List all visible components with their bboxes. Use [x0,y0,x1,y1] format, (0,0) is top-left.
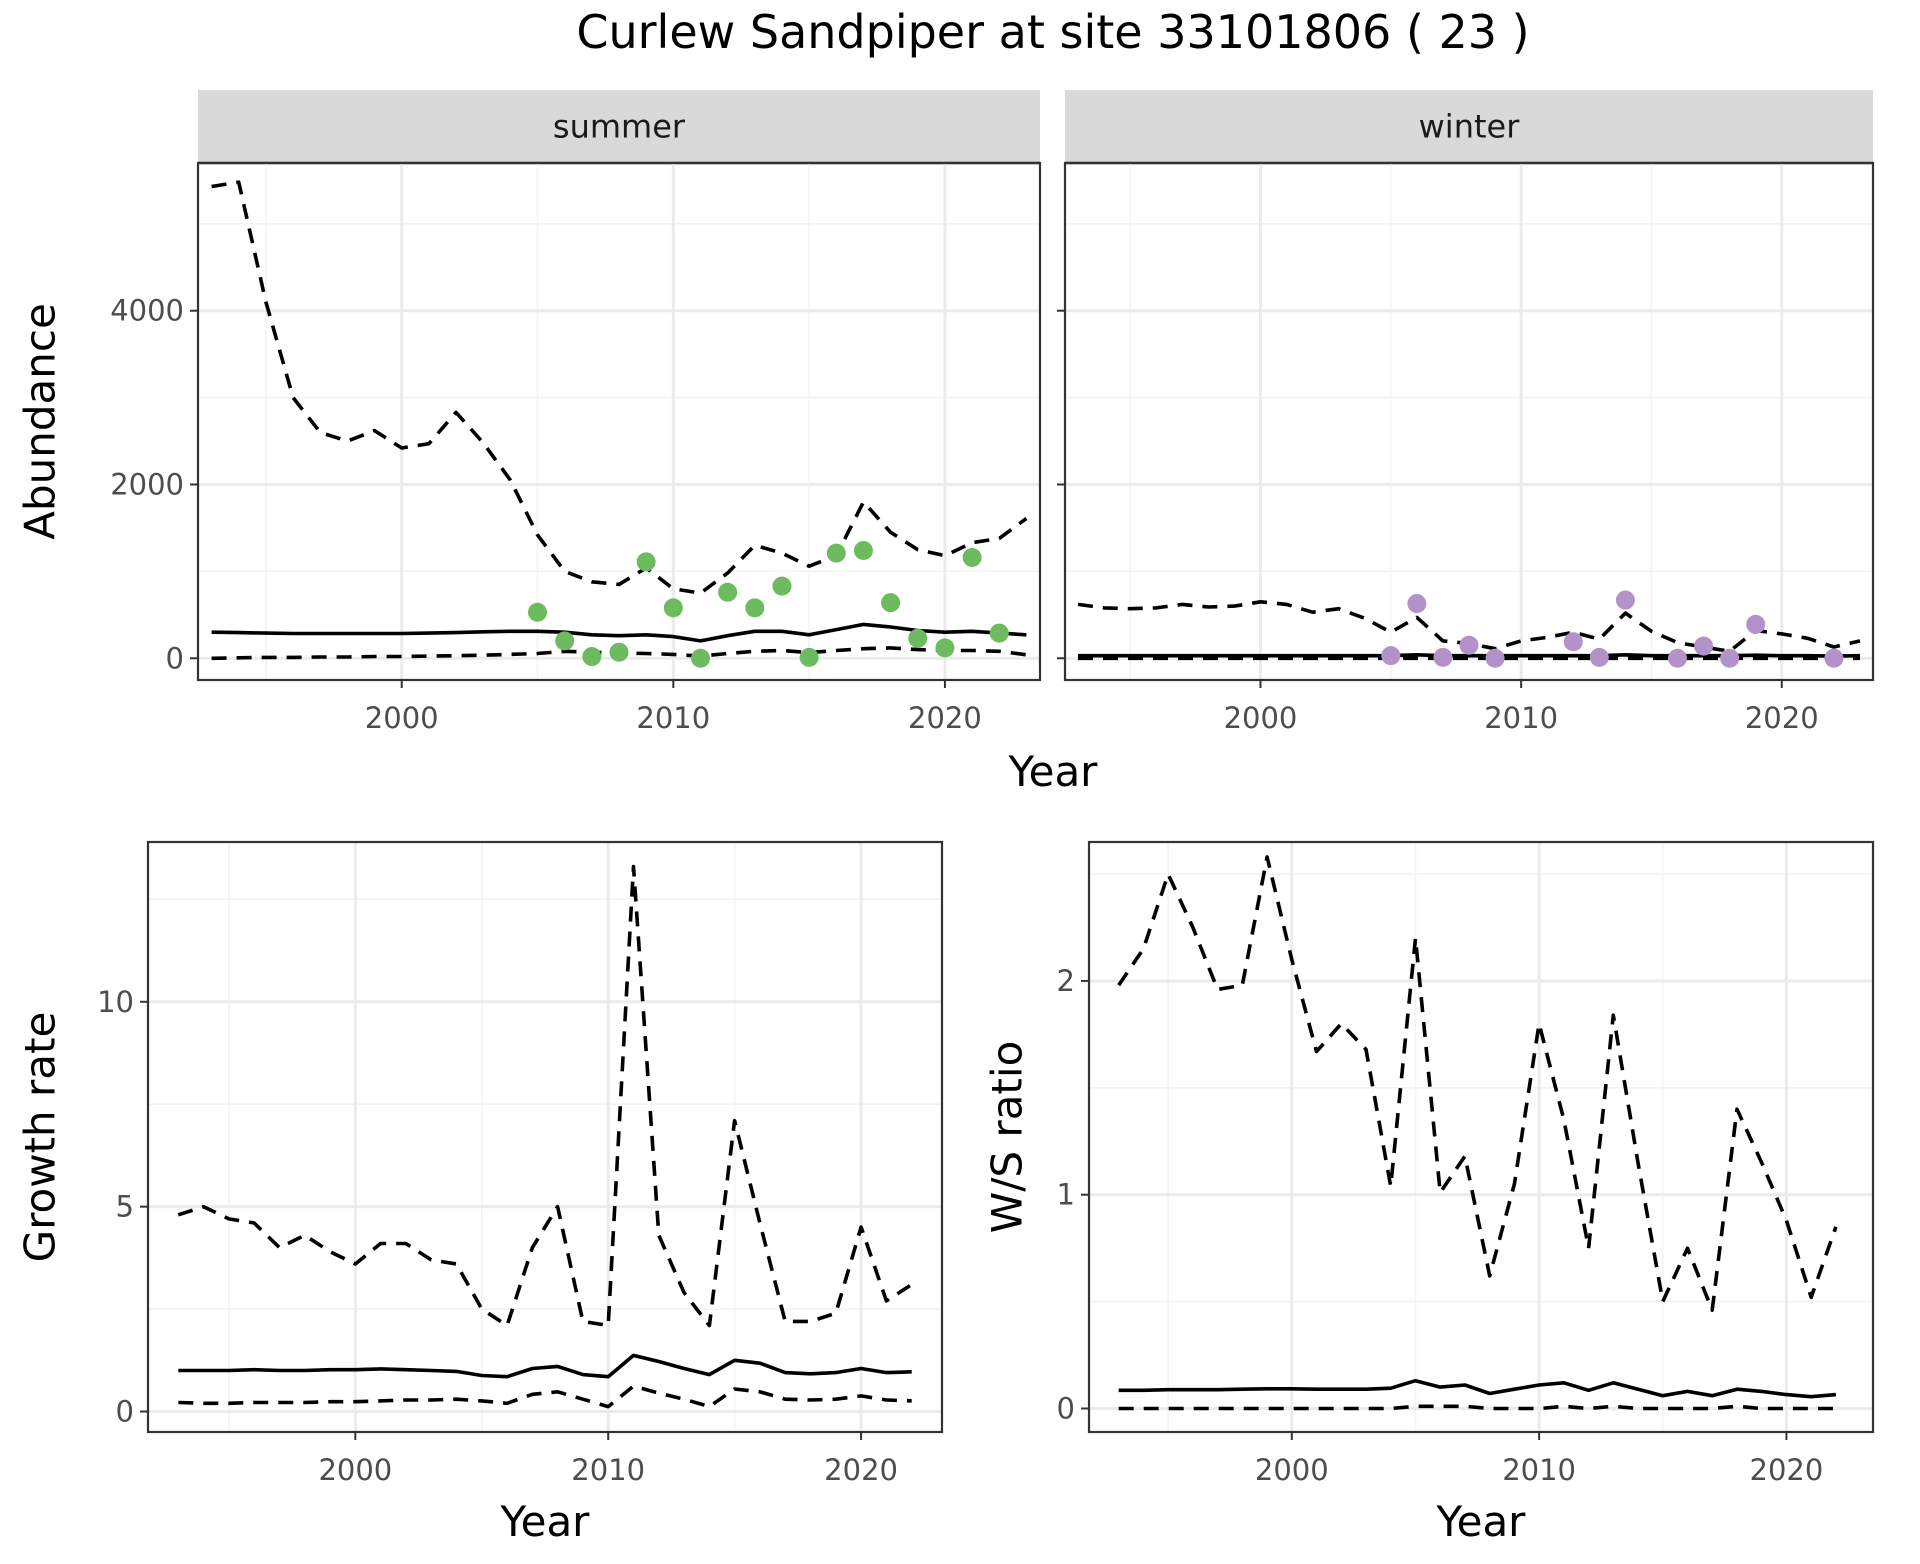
series-line-estimate [1118,1378,1837,1399]
y-tick-label: 0 [166,641,184,675]
panel-growth: 2000 2010 2020 0 5 10 Growth rate Year [16,840,944,1546]
chart-title: Curlew Sandpiper at site 33101806 ( 23 ) [576,5,1529,59]
data-point [826,543,846,563]
x-axis-title: Year [500,1497,591,1546]
y-tick-label: 1 [1057,1178,1075,1212]
y-tick-label: 10 [97,985,134,1019]
x-tick-label: 2010 [571,1453,645,1487]
data-point [1615,590,1635,610]
data-point [690,648,710,668]
x-tick-label: 2020 [1750,1453,1824,1487]
x-tick-label: 2000 [318,1453,392,1487]
y-tick-label: 2 [1057,964,1075,998]
data-point [745,598,765,618]
data-point [1589,647,1609,667]
y-tick-label: 5 [116,1190,134,1224]
series-line-estimate [211,622,1027,643]
data-point [718,582,738,602]
panel-border [196,161,1042,682]
data-point [772,576,792,596]
data-point [989,623,1009,643]
data-point [853,541,873,561]
series-line-lower-bound [178,1384,912,1409]
series-line-estimate [178,1353,912,1379]
strip-winter [1065,90,1873,163]
strip-label-summer: summer [553,108,686,146]
y-tick-label: 4000 [110,294,184,328]
panel-winter: winter 2000 2010 2020 [1057,90,1875,735]
y-axis-title: Growth rate [16,1012,65,1263]
x-tick-label: 2010 [636,701,710,735]
data-point [1381,646,1401,666]
data-point [1485,648,1505,668]
x-tick-label: 2000 [1224,701,1298,735]
panel-border [1087,840,1875,1434]
x-axis-title: Year [1436,1497,1527,1546]
data-point [908,628,928,648]
data-point [1668,648,1688,668]
data-point [1459,635,1479,655]
data-point [1563,632,1583,652]
panel-border [1063,161,1875,682]
x-tick-label: 2020 [824,1453,898,1487]
series-line-lower-bound [1118,1404,1836,1411]
data-point [935,638,955,658]
x-tick-label: 2020 [908,701,982,735]
x-tick-label: 2010 [1484,701,1558,735]
data-point [799,647,819,667]
data-point [1407,594,1427,614]
data-point [1824,648,1844,668]
x-tick-label: 2000 [1255,1453,1329,1487]
data-point [881,593,901,613]
data-point [528,602,548,622]
x-tick-label: 2020 [1745,701,1819,735]
data-point [1694,636,1714,656]
y-axis-title: Abundance [16,303,65,540]
data-point [582,647,602,667]
y-axis-title: W/S ratio [983,1041,1032,1234]
data-point [1720,648,1740,668]
series-line-upper-bound [211,180,1028,595]
data-point [609,642,629,662]
data-point [663,598,683,618]
panel-border [146,840,944,1434]
strip-label-winter: winter [1419,108,1521,146]
panel-ws_ratio: 2000 2010 2020 0 1 2 W/S ratio Year [983,840,1875,1546]
y-tick-label: 2000 [110,467,184,501]
data-point [1433,647,1453,667]
series-line-upper-bound [1117,855,1838,1312]
panel-summer: summer 2000 2010 2020 0 2000 4000 Abundance [16,90,1042,735]
top-row-xlabel: Year [1008,747,1099,796]
data-point [1746,614,1766,634]
x-tick-label: 2010 [1502,1453,1576,1487]
series-line-upper-bound [177,864,913,1328]
y-tick-label: 0 [1057,1391,1075,1425]
series-line-estimate [1078,652,1861,658]
strip-summer [198,90,1040,163]
data-point [962,547,982,567]
data-point [555,631,575,651]
x-tick-label: 2000 [365,701,439,735]
y-tick-label: 0 [116,1395,134,1429]
data-point [636,552,656,572]
